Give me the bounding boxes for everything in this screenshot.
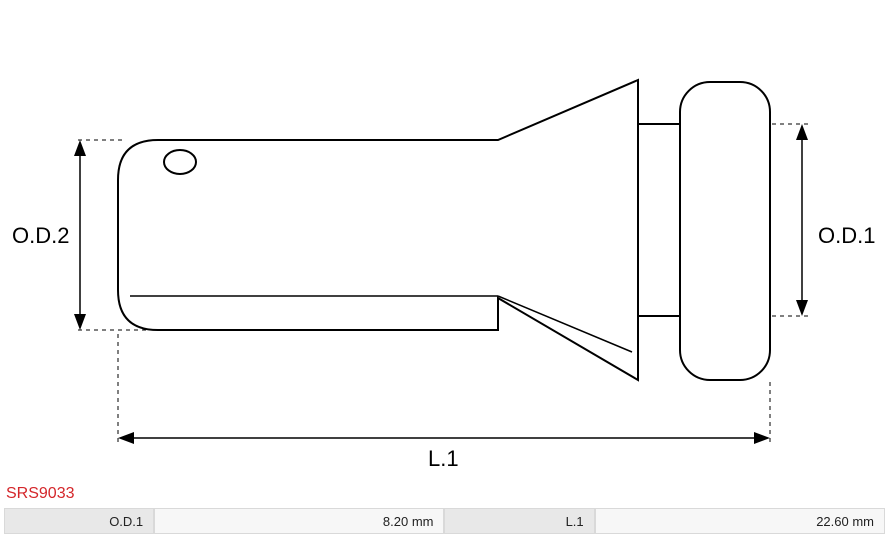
dim-od2-label: O.D.2 bbox=[12, 223, 69, 248]
part-edge-flare-lower bbox=[498, 296, 632, 352]
table-row: O.D.1 8.20 mm L.1 22.60 mm bbox=[4, 508, 885, 534]
dim-od2-arrow-top bbox=[74, 140, 86, 156]
diagram-svg: O.D.2 O.D.1 L.1 bbox=[0, 0, 889, 480]
spec-value: 22.60 mm bbox=[595, 508, 885, 534]
part-head bbox=[680, 82, 770, 380]
technical-diagram: O.D.2 O.D.1 L.1 bbox=[0, 0, 889, 480]
dim-od1-arrow-top bbox=[796, 124, 808, 140]
part-outline bbox=[118, 80, 638, 380]
part-hole bbox=[164, 150, 196, 174]
dim-l1-label: L.1 bbox=[428, 446, 459, 471]
spec-label: O.D.1 bbox=[4, 508, 154, 534]
spec-value: 8.20 mm bbox=[154, 508, 444, 534]
dim-od1-label: O.D.1 bbox=[818, 223, 875, 248]
spec-table: O.D.1 8.20 mm L.1 22.60 mm bbox=[4, 508, 885, 534]
dim-l1-arrow-right bbox=[754, 432, 770, 444]
part-number: SRS9033 bbox=[6, 485, 75, 503]
dim-l1-arrow-left bbox=[118, 432, 134, 444]
dim-od2-arrow-bottom bbox=[74, 314, 86, 330]
spec-label: L.1 bbox=[444, 508, 594, 534]
dim-od1-arrow-bottom bbox=[796, 300, 808, 316]
